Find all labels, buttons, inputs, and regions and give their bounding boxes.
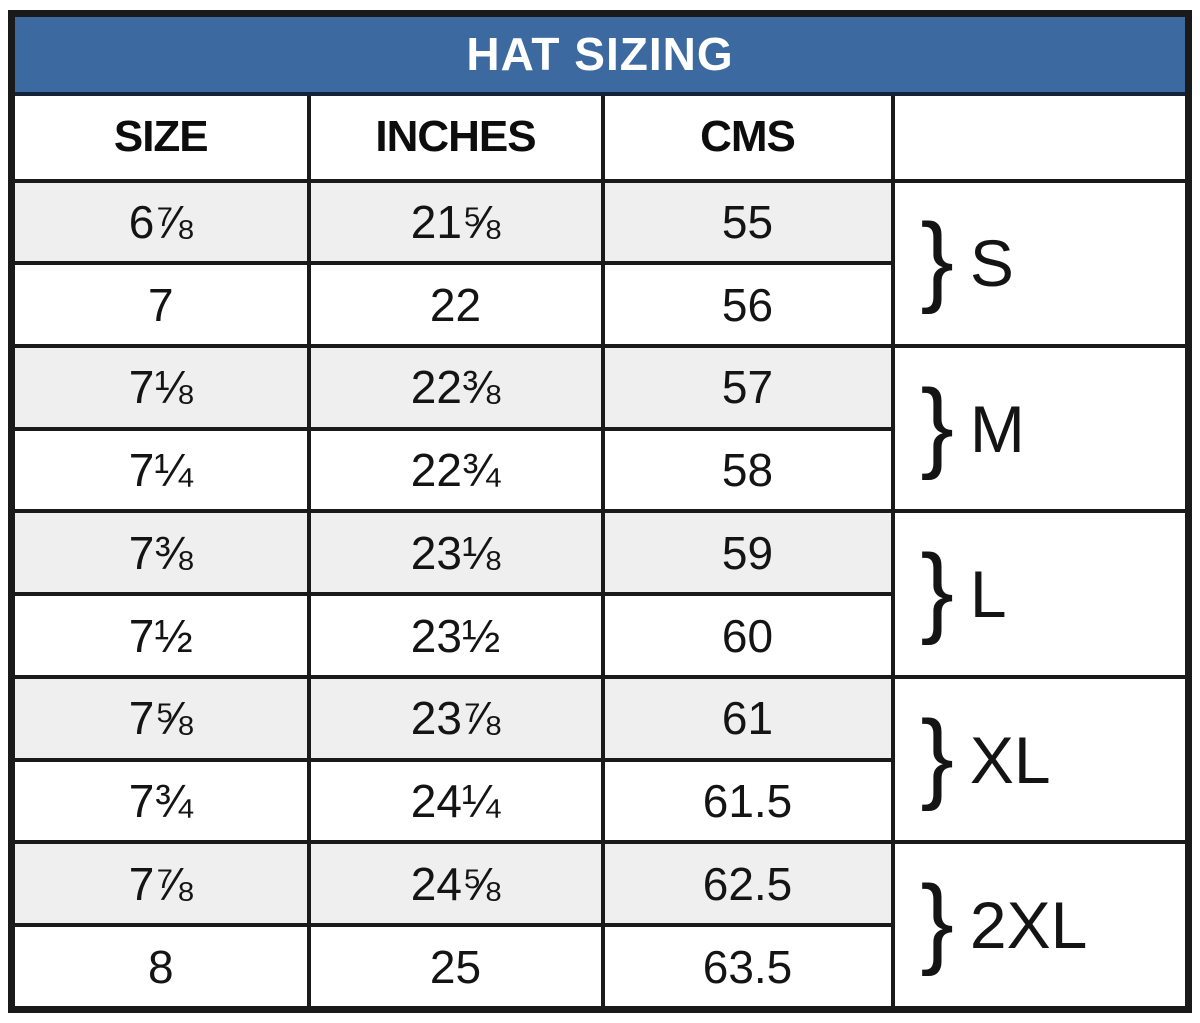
- page-title: HAT SIZING: [9, 11, 1191, 96]
- table-row: 7 22 56: [9, 261, 1189, 348]
- table-row: 7⅛ 22⅜ 57 } M: [9, 343, 1191, 514]
- column-header-size: SIZE: [9, 91, 311, 183]
- inches-cell: 21⅝: [306, 178, 605, 266]
- group-cell-s: } S: [890, 178, 1191, 348]
- hat-sizing-table: HAT SIZING SIZE INCHES CMS 6⅞ 21⅝ 55 } S…: [8, 10, 1192, 1013]
- column-header-cms: CMS: [600, 91, 895, 183]
- inches-cell: 24¼: [306, 757, 605, 845]
- cms-cell: 56: [600, 261, 895, 348]
- size-cell: 7⅞: [9, 840, 311, 928]
- cms-cell: 63.5: [600, 923, 895, 1012]
- table-title-row: HAT SIZING: [9, 11, 1191, 96]
- cms-cell: 59: [600, 509, 895, 597]
- brace-icon: }: [920, 699, 954, 812]
- brace-icon: }: [920, 203, 954, 316]
- cms-cell: 62.5: [600, 840, 895, 928]
- inches-cell: 23⅛: [306, 509, 605, 597]
- inches-cell: 22⅜: [306, 343, 605, 431]
- inches-cell: 23⅞: [306, 674, 605, 762]
- table-row: 7⅜ 23⅛ 59 } L: [9, 509, 1191, 679]
- size-cell: 7⅝: [9, 674, 311, 762]
- group-label: S: [969, 226, 1014, 301]
- size-cell: 7½: [9, 592, 311, 679]
- table-row: 6⅞ 21⅝ 55 } S: [9, 178, 1191, 348]
- inches-cell: 22¾: [306, 426, 605, 514]
- group-cell-l: } L: [890, 509, 1191, 679]
- size-cell: 8: [9, 923, 311, 1012]
- size-cell: 7¾: [9, 757, 311, 845]
- table-row: 7⅝ 23⅞ 61 } XL: [9, 674, 1191, 845]
- group-cell-xl: } XL: [890, 674, 1191, 845]
- table-row: 7½ 23½ 60: [9, 592, 1189, 679]
- cms-cell: 55: [600, 178, 895, 266]
- group-label: L: [969, 557, 1007, 632]
- column-header-row: SIZE INCHES CMS: [9, 91, 1191, 183]
- size-cell: 7⅜: [9, 509, 311, 597]
- brace-icon: }: [920, 368, 954, 481]
- table-row: 7⅞ 24⅝ 62.5 } 2XL: [9, 840, 1191, 1012]
- table-row: 7¾ 24¼ 61.5: [9, 757, 1189, 845]
- brace-icon: }: [920, 865, 954, 978]
- table-row: 7¼ 22¾ 58: [9, 426, 1189, 514]
- table-row: 8 25 63.5: [9, 923, 1189, 1012]
- group-label: 2XL: [969, 888, 1088, 963]
- group-label: XL: [969, 722, 1051, 797]
- group-cell-2xl: } 2XL: [890, 840, 1191, 1012]
- brace-icon: }: [920, 534, 954, 647]
- size-cell: 7: [9, 261, 311, 348]
- inches-cell: 25: [306, 923, 605, 1012]
- column-header-group: [890, 91, 1191, 183]
- inches-cell: 23½: [306, 592, 605, 679]
- size-cell: 7¼: [9, 426, 311, 514]
- group-cell-m: } M: [890, 343, 1191, 514]
- cms-cell: 57: [600, 343, 895, 431]
- cms-cell: 61: [600, 674, 895, 762]
- cms-cell: 60: [600, 592, 895, 679]
- inches-cell: 24⅝: [306, 840, 605, 928]
- size-cell: 7⅛: [9, 343, 311, 431]
- column-header-inches: INCHES: [306, 91, 605, 183]
- size-cell: 6⅞: [9, 178, 311, 266]
- cms-cell: 61.5: [600, 757, 895, 845]
- group-label: M: [969, 391, 1025, 466]
- inches-cell: 22: [306, 261, 605, 348]
- cms-cell: 58: [600, 426, 895, 514]
